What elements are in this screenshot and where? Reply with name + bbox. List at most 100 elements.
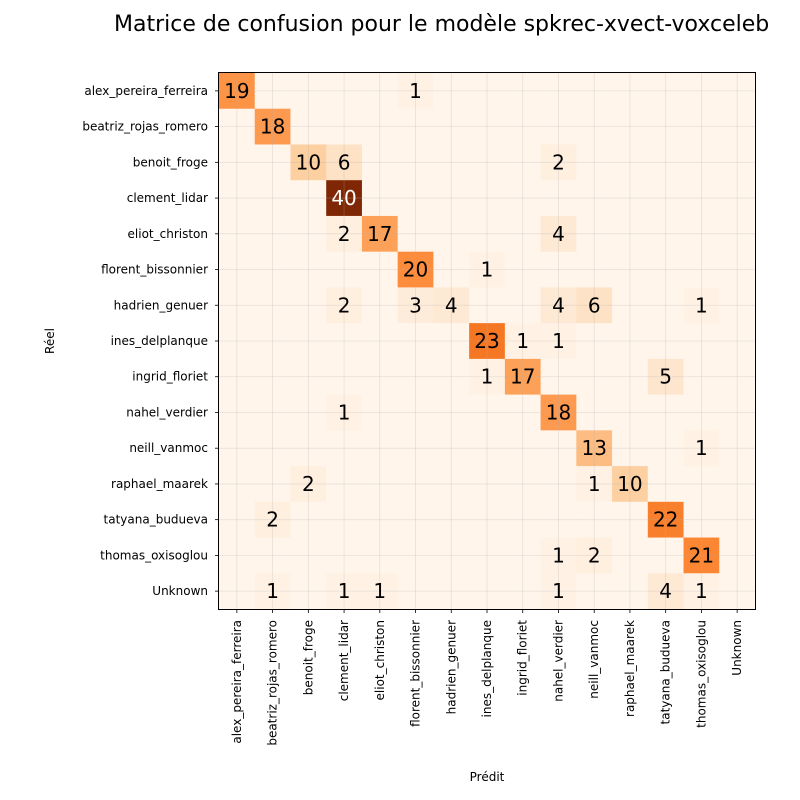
heatmap-cell — [433, 501, 470, 539]
y-tick-label: thomas_oxisoglou — [100, 548, 208, 562]
heatmap-cell — [290, 73, 327, 110]
heatmap-cell — [647, 573, 685, 610]
cell-value-label: 2 — [338, 293, 351, 317]
heatmap-cell — [504, 180, 542, 217]
heatmap-cell — [397, 537, 434, 574]
heatmap-cell — [576, 501, 613, 539]
heatmap-cell — [647, 287, 685, 324]
cell-value-label: 22 — [653, 508, 678, 532]
heatmap-cell — [612, 501, 649, 539]
heatmap-cell — [719, 394, 756, 431]
heatmap-cell — [612, 573, 649, 610]
heatmap-cell — [504, 394, 542, 431]
y-tick-label: beatriz_rojas_romero — [82, 120, 208, 134]
heatmap-cell — [397, 215, 434, 253]
cell-value-label: 2 — [338, 222, 351, 246]
cell-value-label: 1 — [373, 579, 386, 603]
heatmap-cell — [361, 180, 399, 217]
heatmap-cell — [469, 430, 506, 467]
chart-title: Matrice de confusion pour le modèle spkr… — [114, 12, 770, 37]
y-tick-label: Unknown — [152, 584, 208, 598]
cell-value-label: 5 — [659, 365, 672, 389]
heatmap-cell — [540, 251, 577, 288]
heatmap-cell — [683, 73, 720, 110]
heatmap-cell — [576, 73, 613, 110]
cell-value-label: 1 — [695, 579, 708, 603]
heatmap-cell — [397, 251, 434, 288]
heatmap-cell — [647, 466, 685, 503]
heatmap-cell — [290, 180, 327, 217]
heatmap-cell — [290, 108, 327, 145]
x-tick-label: beatriz_rojas_romero — [266, 620, 280, 746]
heatmap-cell — [683, 180, 720, 217]
cell-value-label: 23 — [474, 329, 499, 353]
heatmap-cell — [219, 251, 256, 288]
cell-value-label: 1 — [409, 79, 422, 103]
heatmap-cell — [433, 251, 470, 288]
heatmap-cell — [540, 73, 577, 110]
heatmap-cell — [361, 323, 399, 360]
heatmap-cell — [254, 144, 291, 181]
heatmap-cell — [254, 323, 291, 360]
heatmap-cell — [254, 180, 291, 217]
heatmap-cell — [719, 287, 756, 324]
heatmap-cell — [540, 144, 577, 181]
heatmap-cell — [469, 358, 506, 396]
x-tick-label: ines_delplanque — [480, 620, 494, 717]
heatmap-cell — [719, 251, 756, 288]
heatmap-cell — [397, 573, 434, 610]
heatmap-cell — [612, 287, 649, 324]
heatmap-cell — [219, 144, 256, 181]
heatmap-cell — [540, 394, 577, 431]
heatmap-cell — [361, 358, 399, 396]
heatmap-cell — [540, 215, 577, 253]
y-axis-label: Réel — [43, 328, 57, 354]
heatmap-cell — [361, 73, 399, 110]
heatmap-cell — [326, 180, 363, 217]
heatmap-cell — [576, 537, 613, 574]
heatmap-cell — [647, 73, 685, 110]
cell-value-label: 1 — [695, 436, 708, 460]
heatmap-cell — [433, 537, 470, 574]
heatmap-cell — [219, 108, 256, 145]
heatmap-cell — [576, 466, 613, 503]
heatmap-cell — [397, 430, 434, 467]
heatmap-cell — [612, 251, 649, 288]
cell-value-label: 4 — [445, 293, 458, 317]
heatmap-cell — [219, 466, 256, 503]
heatmap-cell — [576, 430, 613, 467]
heatmap-cell — [254, 215, 291, 253]
heatmap-cell — [647, 323, 685, 360]
heatmap-cell — [719, 501, 756, 539]
cell-value-label: 1 — [516, 329, 529, 353]
heatmap-cell — [433, 215, 470, 253]
heatmap-cell — [326, 501, 363, 539]
heatmap-cell — [683, 430, 720, 467]
cells-layer — [219, 73, 756, 610]
y-tick-label: alex_pereira_ferreira — [84, 84, 208, 98]
cell-value-label: 1 — [695, 293, 708, 317]
x-tick-label: eliot_christon — [373, 620, 387, 700]
heatmap-cell — [361, 215, 399, 253]
heatmap-cell — [361, 537, 399, 574]
heatmap-cell — [397, 466, 434, 503]
heatmap-cell — [612, 323, 649, 360]
heatmap-cell — [576, 108, 613, 145]
heatmap-cell — [540, 323, 577, 360]
heatmap-cell — [254, 251, 291, 288]
heatmap-cell — [219, 358, 256, 396]
heatmap-cell — [647, 358, 685, 396]
heatmap-cell — [647, 537, 685, 574]
heatmap-cell — [290, 358, 327, 396]
heatmap-cell — [254, 358, 291, 396]
heatmap-cell — [683, 215, 720, 253]
heatmap-cell — [326, 394, 363, 431]
heatmap-cell — [326, 323, 363, 360]
heatmap-cell — [576, 180, 613, 217]
cell-value-label: 1 — [552, 543, 565, 567]
cell-value-label: 6 — [338, 150, 351, 174]
cell-value-label: 19 — [224, 79, 249, 103]
heatmap-cell — [719, 430, 756, 467]
heatmap-cell — [433, 323, 470, 360]
